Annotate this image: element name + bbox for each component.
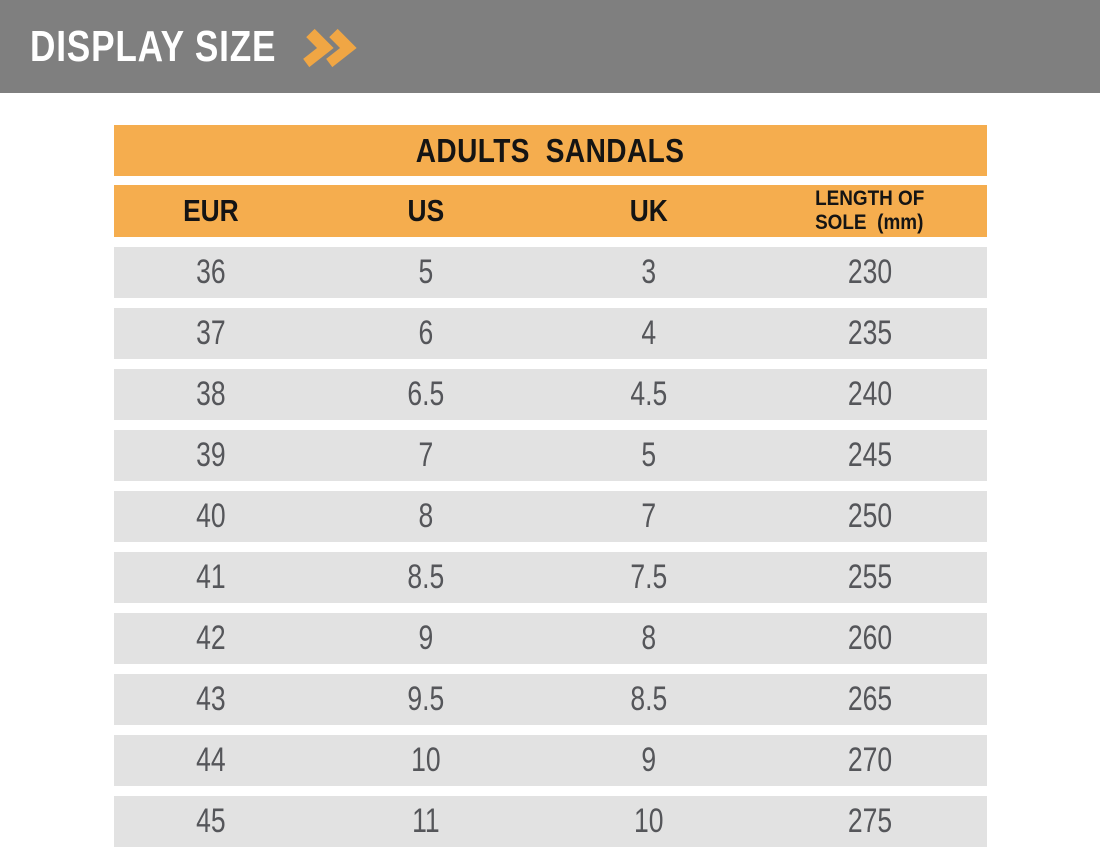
table-cell-eur: 39 (196, 436, 226, 474)
table-cell-us: 6 (418, 314, 434, 352)
table-row: 37 6 4 235 (114, 308, 987, 359)
table-cell-length: 255 (847, 558, 893, 596)
table-cell-uk: 8 (640, 619, 656, 657)
table-body: 36 5 3 230 37 6 4 235 38 6.5 4.5 240 39 … (114, 247, 987, 847)
table-cell-eur: 37 (196, 314, 226, 352)
table-cell-us: 9.5 (407, 680, 445, 718)
double-chevron-right-icon (303, 28, 357, 67)
column-header-us: US (407, 193, 444, 228)
table-cell-uk: 3 (640, 253, 656, 291)
table-cell-us: 8.5 (407, 558, 445, 596)
table-row: 42 9 8 260 (114, 613, 987, 664)
page-title: DISPLAY SIZE (30, 21, 277, 71)
table-row: 39 7 5 245 (114, 430, 987, 481)
table-cell-uk: 9 (640, 741, 656, 779)
table-cell-eur: 44 (196, 741, 226, 779)
table-cell-us: 7 (418, 436, 434, 474)
length-of-sole-label: LENGTH OF SOLE (mm) (815, 187, 924, 235)
table-cell-uk: 5 (640, 436, 656, 474)
table-header-row: EUR US UK LENGTH OF SOLE (mm) (114, 185, 987, 237)
table-cell-eur: 43 (196, 680, 226, 718)
table-row: 41 8.5 7.5 255 (114, 552, 987, 603)
table-cell-eur: 36 (196, 253, 226, 291)
table-cell-uk: 8.5 (629, 680, 667, 718)
table-cell-uk: 10 (633, 802, 664, 840)
table-cell-us: 10 (410, 741, 441, 779)
table-cell-length: 265 (847, 680, 893, 718)
table-title: ADULTS SANDALS (416, 131, 685, 169)
column-header-uk: UK (629, 193, 668, 228)
table-cell-uk: 7.5 (629, 558, 667, 596)
table-row: 43 9.5 8.5 265 (114, 674, 987, 725)
table-cell-us: 6.5 (407, 375, 445, 413)
table-cell-length: 235 (847, 314, 893, 352)
table-cell-length: 245 (847, 436, 893, 474)
table-cell-length: 275 (847, 802, 893, 840)
table-row: 36 5 3 230 (114, 247, 987, 298)
table-cell-uk: 4 (640, 314, 656, 352)
table-cell-length: 270 (847, 741, 893, 779)
size-chart: ADULTS SANDALS EUR US UK LENGTH OF SOLE … (114, 125, 987, 847)
table-cell-us: 9 (418, 619, 434, 657)
table-cell-length: 230 (847, 253, 893, 291)
table-cell-us: 5 (418, 253, 434, 291)
table-cell-length: 250 (847, 497, 893, 535)
table-cell-eur: 41 (196, 558, 226, 596)
column-header-length-of-sole: LENGTH OF SOLE (mm) (753, 187, 987, 235)
column-header-eur: EUR (183, 193, 239, 228)
table-row: 38 6.5 4.5 240 (114, 369, 987, 420)
table-cell-uk: 7 (640, 497, 656, 535)
table-cell-eur: 45 (196, 802, 226, 840)
table-cell-us: 8 (418, 497, 434, 535)
table-row: 45 11 10 275 (114, 796, 987, 847)
length-of-sole-line2: SOLE (mm) (815, 211, 924, 234)
length-of-sole-line1: LENGTH OF (815, 186, 925, 210)
table-cell-uk: 4.5 (629, 375, 667, 413)
table-cell-eur: 40 (196, 497, 226, 535)
table-cell-us: 11 (411, 802, 440, 840)
banner: DISPLAY SIZE (0, 0, 1100, 93)
table-cell-length: 240 (847, 375, 893, 413)
table-cell-eur: 42 (196, 619, 226, 657)
table-row: 40 8 7 250 (114, 491, 987, 542)
table-cell-length: 260 (847, 619, 893, 657)
table-title-bar: ADULTS SANDALS (114, 125, 987, 176)
table-row: 44 10 9 270 (114, 735, 987, 786)
table-cell-eur: 38 (196, 375, 226, 413)
